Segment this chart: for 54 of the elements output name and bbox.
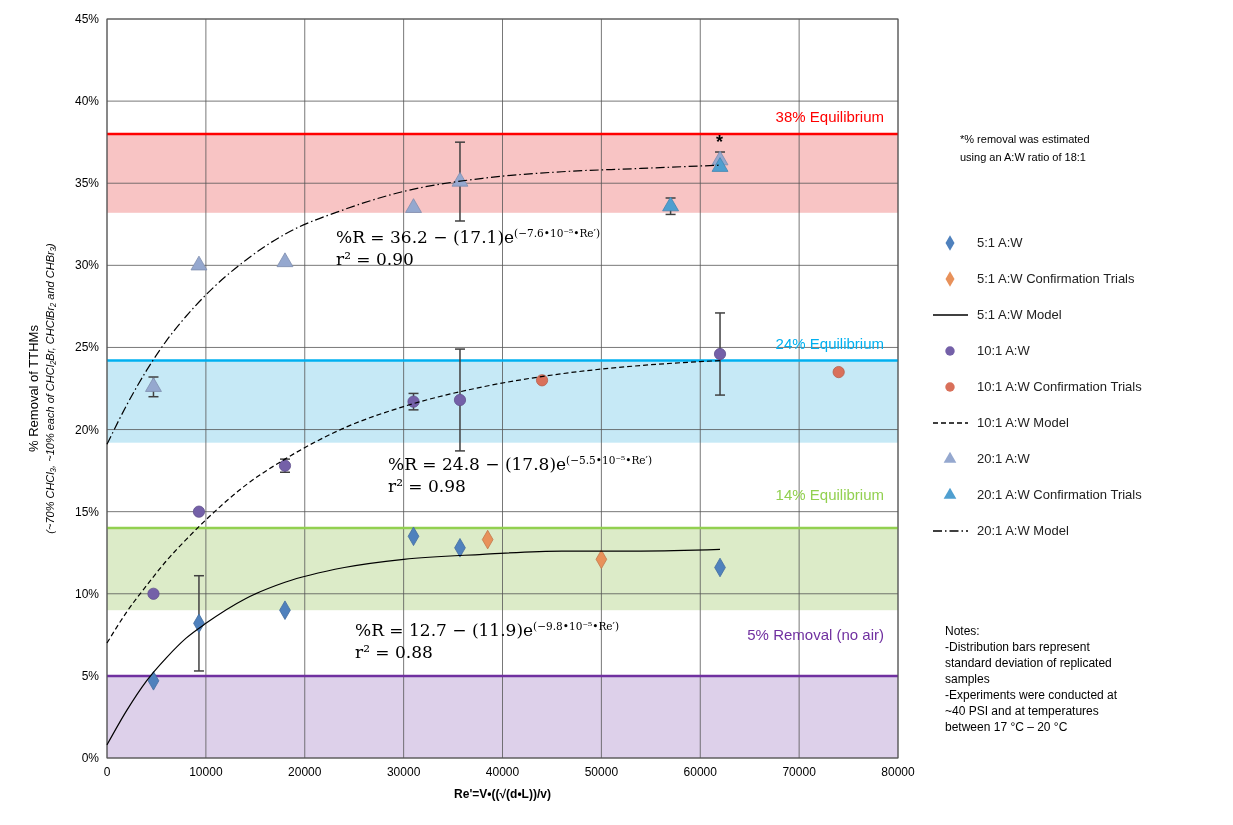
legend-label: 20:1 A:W bbox=[977, 451, 1031, 466]
text: %R = 12.7 − (11.9)e$^{(−9.8•10⁻⁵•Re′)}$ r² = 0.88 bbox=[355, 620, 620, 662]
ref-line-label: 24% Equilibrium bbox=[775, 334, 884, 352]
x-tick-label: 20000 bbox=[288, 765, 322, 779]
y-tick-label: 45% bbox=[74, 12, 100, 26]
point bbox=[192, 505, 205, 518]
legend-label: 5:1 A:W Confirmation Trials bbox=[977, 271, 1135, 286]
point bbox=[453, 393, 467, 407]
y-tick-label: 30% bbox=[74, 258, 100, 273]
x-axis-title: Re'=V•((√(d•L))/v) bbox=[454, 787, 551, 801]
legend-label: 10:1 A:W Confirmation Trials bbox=[977, 379, 1143, 394]
x-tick-label: 60000 bbox=[683, 765, 718, 779]
text: %R = 24.8 − (17.8)e$^{(−5.5•10⁻⁵•Re′)}$ r² = 0.98 bbox=[388, 454, 653, 496]
legend-label: 20:1 A:W Confirmation Trials bbox=[977, 487, 1143, 502]
x-tick-label: 0 bbox=[103, 765, 111, 779]
point bbox=[147, 587, 160, 600]
ref-line-label: 38% Equilibrium bbox=[775, 107, 884, 125]
point bbox=[832, 366, 845, 379]
y-tick-label: 40% bbox=[74, 94, 100, 109]
x-tick-label: 30000 bbox=[386, 765, 421, 779]
point bbox=[711, 157, 729, 172]
x-tick-label: 80000 bbox=[881, 765, 916, 779]
x-tick-label: 50000 bbox=[584, 765, 619, 779]
point bbox=[145, 377, 162, 392]
legend-label: 5:1 A:W Model bbox=[977, 307, 1062, 322]
point bbox=[276, 252, 294, 268]
point bbox=[713, 347, 727, 361]
y-tick-label: 15% bbox=[74, 504, 100, 519]
point bbox=[451, 171, 469, 187]
line-series bbox=[106, 548, 721, 746]
point bbox=[536, 374, 549, 387]
y-tick-label: 20% bbox=[74, 422, 100, 437]
x-tick-label: 70000 bbox=[782, 765, 817, 779]
text: *% removal was estimated using an A:W ratio of 18:1 bbox=[960, 133, 1090, 163]
legend-label: 5:1 A:W bbox=[977, 235, 1024, 250]
legend-label: 20:1 A:W Model bbox=[977, 523, 1069, 538]
legend-label: 10:1 A:W Model bbox=[977, 415, 1069, 430]
text: %R = 36.2 − (17.1)e$^{(−7.6•10⁻⁵•Re′)}$ r² = 0.90 bbox=[336, 227, 601, 269]
ref-line-label: 14% Equilibrium bbox=[775, 486, 884, 504]
x-tick-label: 10000 bbox=[189, 765, 223, 779]
y-tick-label: 5% bbox=[81, 668, 100, 683]
y-tick-label: 10% bbox=[74, 586, 100, 601]
y-axis-title: % Removal of TTHMs (~70% CHCl₃, ~10% each of CHCl₂Br, CHClBr₂ and CHBr₃) bbox=[26, 242, 56, 534]
y-tick-label: 35% bbox=[74, 176, 100, 191]
point bbox=[405, 198, 422, 213]
legend-label: 10:1 A:W bbox=[977, 343, 1031, 358]
text: Notes: -Distribution bars represent standard deviation of replicated samples -Experiments were conducted at ~40 PSI and at temperatures between 17 °C – 20 °C bbox=[945, 624, 1118, 734]
point bbox=[662, 196, 679, 212]
x-tick-label: 40000 bbox=[485, 765, 520, 779]
y-tick-label: 0% bbox=[81, 751, 100, 765]
point bbox=[190, 255, 208, 271]
y-tick-label: 25% bbox=[74, 340, 100, 355]
ref-line-label: 5% Removal (no air) bbox=[747, 625, 884, 643]
annotation: * bbox=[716, 132, 724, 152]
